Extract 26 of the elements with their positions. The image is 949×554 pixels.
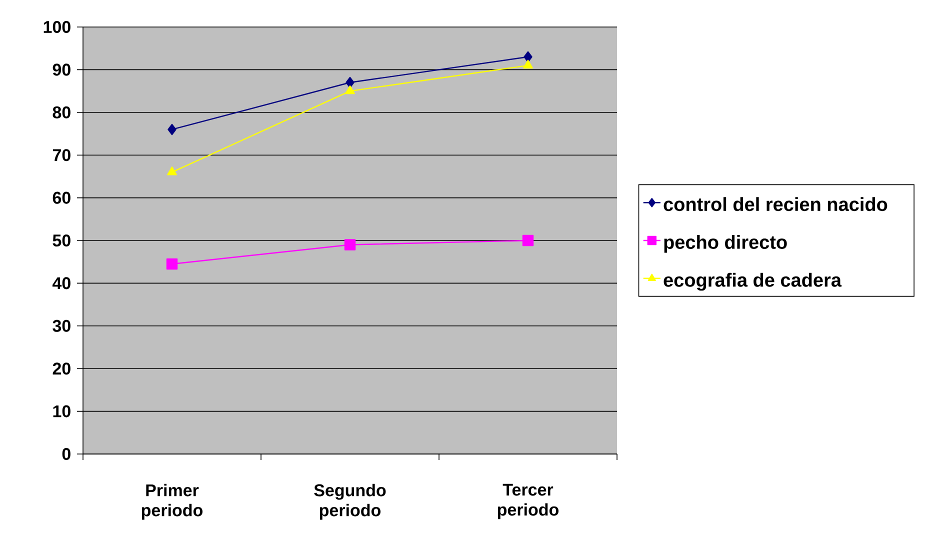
point <box>344 239 356 250</box>
point <box>168 124 176 136</box>
y-tick-label: 50 <box>52 234 70 247</box>
y-tick-label: 10 <box>53 405 70 418</box>
point <box>345 85 355 94</box>
point <box>166 258 178 270</box>
y-tick-label: 70 <box>52 149 70 162</box>
point <box>167 166 177 176</box>
point <box>346 76 354 88</box>
point <box>524 51 532 62</box>
y-tick-label: 60 <box>52 192 70 204</box>
y-tick-label: 20 <box>52 362 70 375</box>
x-tick-label: Segundo periodo <box>314 484 386 520</box>
x-tick-label: Tercer periodo <box>498 484 559 520</box>
y-tick-label: 80 <box>52 106 70 118</box>
y-tick-label: 30 <box>52 320 70 332</box>
point <box>523 60 533 69</box>
y-tick-label: 0 <box>62 448 70 460</box>
legend-label: control del recien nacido <box>664 197 888 212</box>
legend-label: pecho directo <box>664 234 787 253</box>
point <box>522 234 534 246</box>
x-tick-label: Primer periodo <box>142 484 203 520</box>
y-tick-label: 90 <box>52 64 70 76</box>
y-tick-label: 100 <box>44 20 70 34</box>
y-tick-label: 40 <box>52 277 70 290</box>
legend-label: ecografia de cadera <box>664 272 842 291</box>
